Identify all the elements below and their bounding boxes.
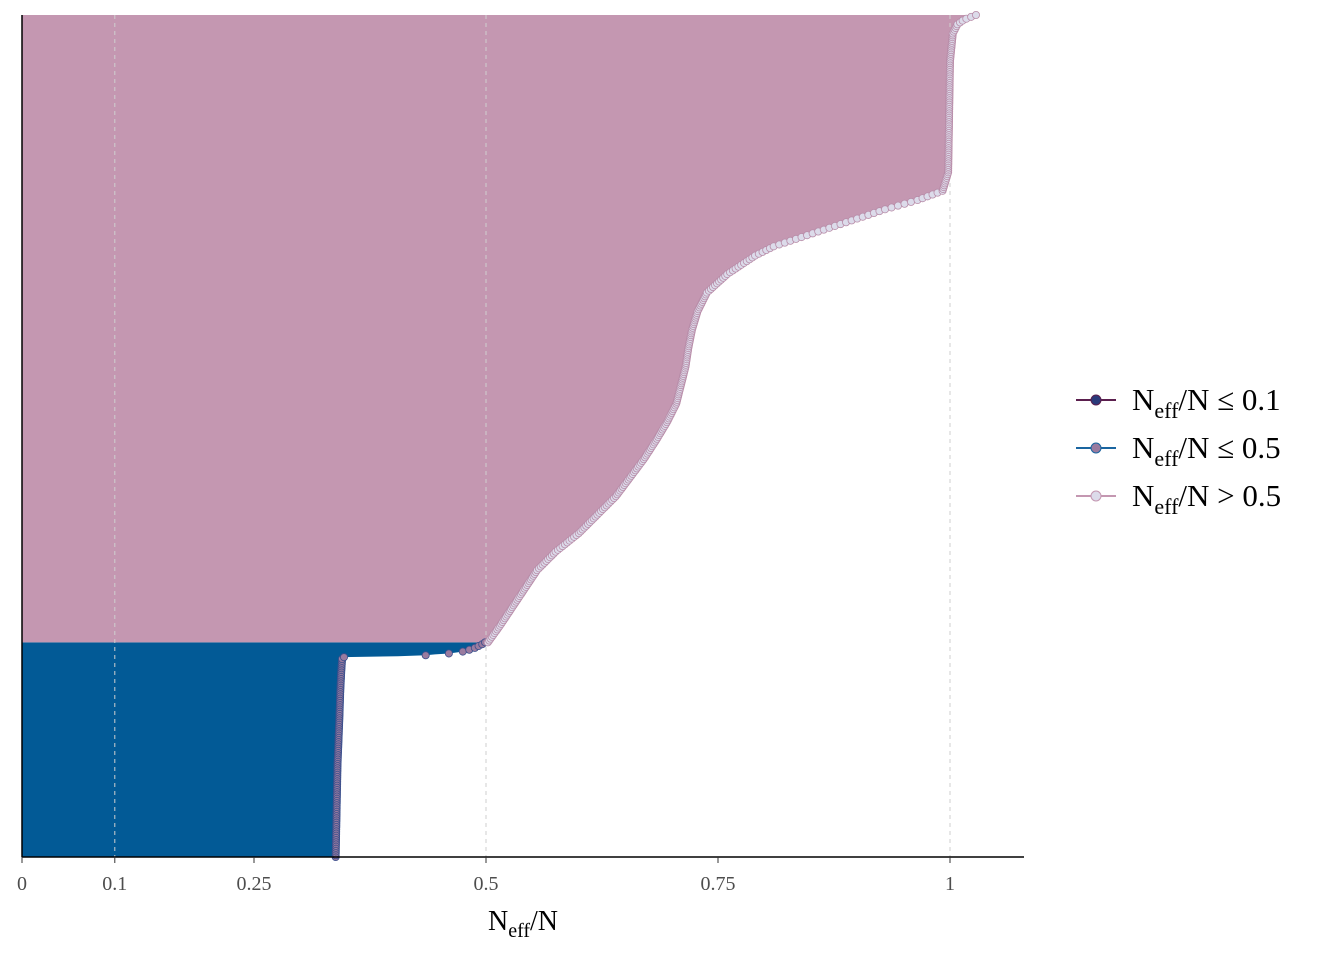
series-area — [22, 642, 486, 857]
x-axis-title: Neff/N — [488, 906, 558, 942]
legend-label: Neff/N ≤ 0.5 — [1132, 430, 1281, 471]
data-point — [458, 647, 467, 656]
x-tick-label: 0.75 — [701, 873, 736, 895]
legend-label: Neff/N > 0.5 — [1132, 478, 1281, 519]
series-area — [22, 15, 976, 643]
x-tick-label: 0.1 — [102, 873, 127, 895]
area-fills — [22, 15, 976, 857]
x-ticks: 0 0.1 0.25 0.5 0.75 1 — [17, 857, 955, 895]
data-point — [907, 197, 916, 206]
data-point — [971, 10, 980, 19]
legend-label: Neff/N ≤ 0.1 — [1132, 382, 1281, 423]
data-point — [900, 199, 909, 208]
data-point — [421, 651, 430, 660]
x-tick-label: 0 — [17, 873, 27, 895]
x-tick-label: 0.25 — [237, 873, 272, 895]
data-point — [881, 205, 890, 214]
legend-marker — [1090, 394, 1102, 406]
data-point — [444, 649, 453, 658]
data-points — [331, 10, 980, 862]
legend: Neff/N ≤ 0.1 Neff/N ≤ 0.5 Neff/N > 0.5 — [1076, 382, 1281, 519]
x-tick-label: 0.5 — [474, 873, 499, 895]
data-point — [340, 653, 349, 662]
axes — [21, 15, 1024, 858]
legend-marker — [1090, 490, 1102, 502]
data-point — [894, 201, 903, 210]
data-point — [887, 203, 896, 212]
legend-marker — [1090, 442, 1102, 454]
x-tick-label: 1 — [945, 873, 955, 895]
